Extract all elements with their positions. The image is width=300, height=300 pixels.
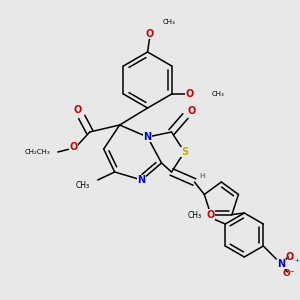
Text: CH₃: CH₃	[187, 212, 201, 220]
Text: S: S	[181, 147, 188, 157]
Text: CH₃: CH₃	[212, 91, 224, 97]
Text: H: H	[200, 173, 205, 179]
Text: CH₂CH₃: CH₂CH₃	[24, 149, 50, 155]
Text: O: O	[187, 106, 196, 116]
Text: O: O	[74, 105, 82, 115]
Text: N: N	[277, 259, 285, 269]
Text: CH₃: CH₃	[76, 181, 90, 190]
Text: O: O	[146, 29, 154, 39]
Text: N: N	[143, 132, 152, 142]
Text: O: O	[186, 89, 194, 99]
Text: +: +	[295, 259, 300, 263]
Text: CH₃: CH₃	[163, 19, 175, 25]
Text: O: O	[70, 142, 78, 152]
Text: N: N	[137, 175, 146, 185]
Text: O⁻: O⁻	[283, 269, 296, 278]
Text: O: O	[285, 252, 293, 262]
Text: O: O	[207, 210, 215, 220]
